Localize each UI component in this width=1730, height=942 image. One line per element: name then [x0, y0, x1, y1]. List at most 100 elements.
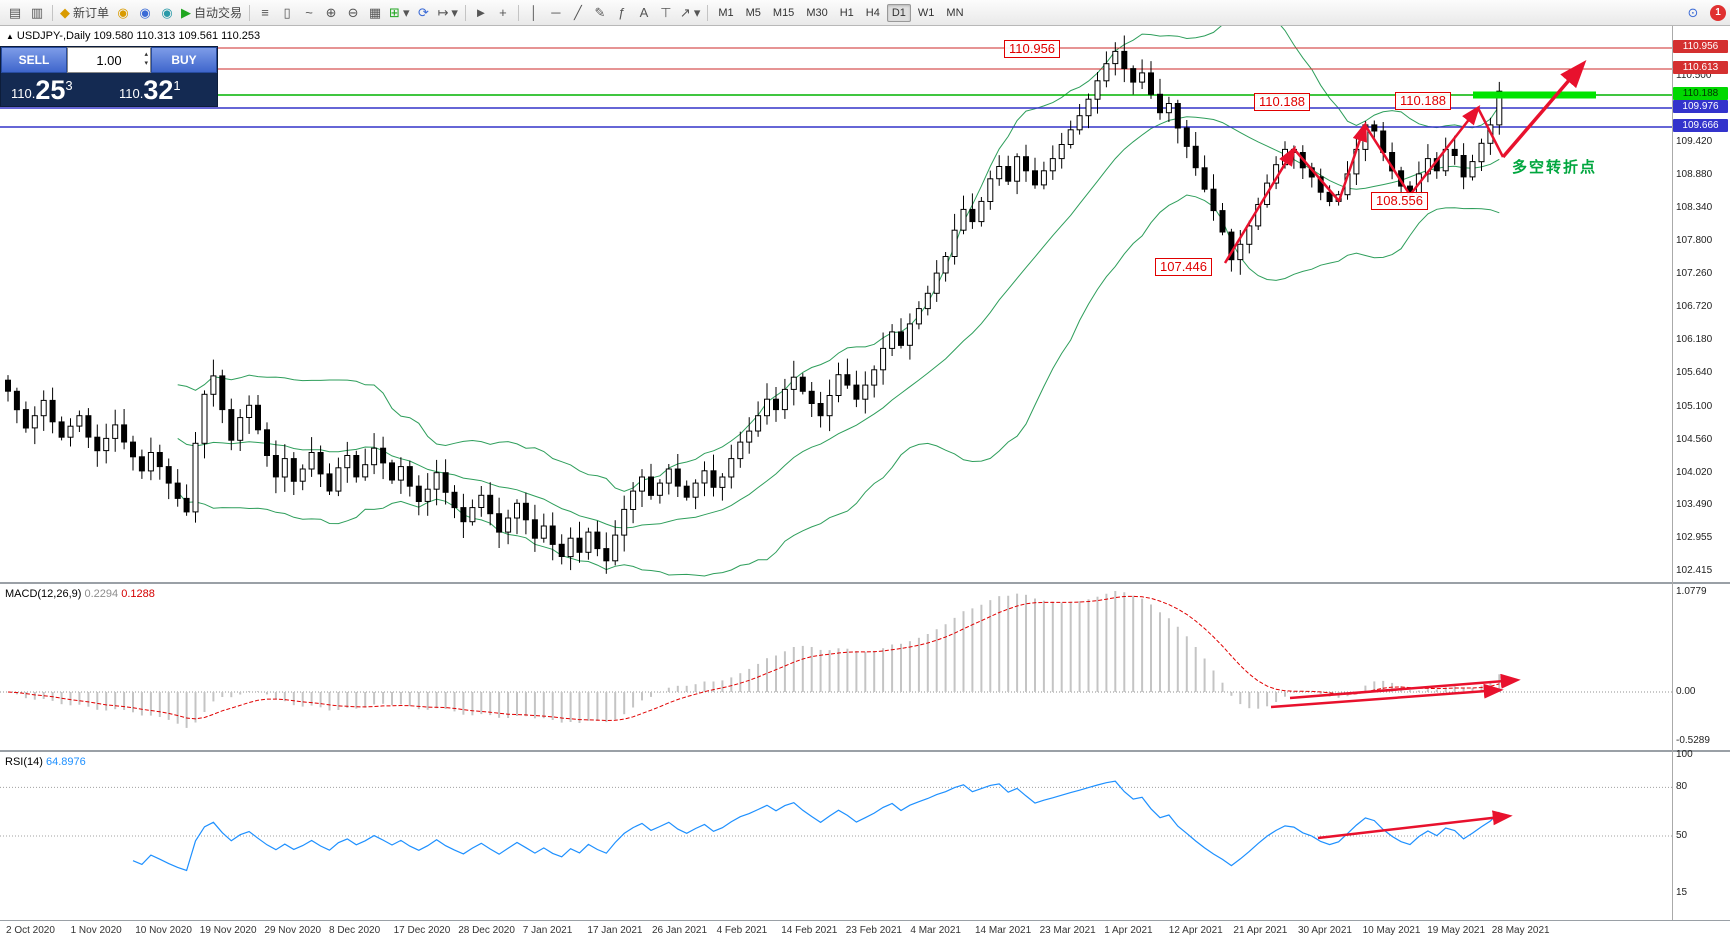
candlestick-chart-icon[interactable]: ▯	[283, 5, 291, 20]
price-axis-label: 106.180	[1676, 334, 1713, 346]
date-axis-label: 1 Apr 2021	[1104, 925, 1153, 936]
macd-signal-value: 0.1288	[121, 588, 155, 600]
date-axis-label: 4 Mar 2021	[910, 925, 961, 936]
volume-down-icon[interactable]: ▾	[144, 60, 148, 68]
date-axis-label: 19 Nov 2020	[199, 925, 257, 936]
timeframe-button-d1[interactable]: D1	[886, 3, 911, 22]
volume-value: 1.00	[96, 52, 122, 68]
date-axis-label: 17 Dec 2020	[393, 925, 451, 936]
date-axis-label: 7 Jan 2021	[522, 925, 573, 936]
crosshair-tool-button[interactable]: +	[499, 5, 507, 20]
horizontal-line-tool-button[interactable]: ─	[551, 5, 561, 20]
rsi-axis-label: 80	[1676, 781, 1688, 793]
chart-shift-button[interactable]: ↦ ▾	[437, 5, 458, 20]
date-axis-label: 2 Oct 2020	[6, 925, 55, 936]
price-level-badge: 109.666	[1673, 118, 1728, 132]
date-axis-label: 28 Dec 2020	[458, 925, 515, 936]
info-icon[interactable]: ◉	[161, 5, 173, 20]
new-order-icon: ◆	[60, 5, 70, 20]
macd-axis-label: -0.5289	[1676, 735, 1710, 747]
line-chart-icon[interactable]: ~	[305, 5, 313, 20]
label-tool-button[interactable]: ⊤	[660, 5, 672, 20]
toolbar-separator	[464, 4, 466, 21]
date-axis-label: 28 May 2021	[1491, 925, 1550, 936]
price-level-badge: 110.956	[1673, 40, 1728, 53]
date-axis-label: 19 May 2021	[1427, 925, 1486, 936]
date-axis-label: 17 Jan 2021	[587, 925, 643, 936]
volume-up-icon[interactable]: ▴	[144, 51, 148, 58]
window-tile-icon[interactable]: ▤	[8, 5, 22, 20]
price-axis-label: 104.560	[1676, 433, 1713, 445]
notification-badge[interactable]: 1	[1710, 4, 1726, 21]
timeframe-button-h1[interactable]: H1	[839, 6, 854, 19]
price-level-badge: 110.188	[1673, 87, 1728, 101]
trendline-tool-button[interactable]: ╱	[573, 5, 582, 20]
date-axis-label: 26 Jan 2021	[652, 925, 708, 936]
new-order-label: 新订单	[73, 6, 110, 20]
macd-panel-chart	[0, 591, 1672, 728]
main-price-chart[interactable]	[0, 26, 1672, 582]
toolbar-separator	[707, 4, 709, 21]
collapse-triangle-icon: ▲	[6, 32, 14, 41]
timeframe-button-mn[interactable]: MN	[946, 6, 964, 19]
price-axis-label: 109.420	[1676, 136, 1713, 148]
toolbar-separator	[52, 4, 53, 21]
price-annotation-box: 110.956	[1004, 40, 1061, 58]
one-click-trading-panel: SELL 1.00 ▴ ▾ BUY 110. 25 3 110. 32 1	[0, 46, 218, 107]
price-axis-label: 105.100	[1676, 400, 1713, 412]
play-icon: ▶	[181, 5, 192, 20]
sell-button[interactable]: SELL	[1, 47, 67, 73]
rsi-axis-label: 50	[1676, 830, 1688, 841]
text-tool-button[interactable]: A	[639, 5, 649, 20]
timeframe-button-w1[interactable]: W1	[917, 6, 935, 19]
vertical-line-tool-button[interactable]: │	[529, 5, 538, 20]
chevron-down-icon: ▾	[402, 5, 410, 20]
bar-chart-icon[interactable]: ≡	[261, 5, 269, 20]
price-axis-label: 108.880	[1676, 169, 1713, 181]
price-annotation-box: 110.188	[1395, 92, 1452, 110]
new-chart-button[interactable]: ⊞ ▾	[389, 5, 410, 20]
price-scale-divider	[1672, 26, 1673, 920]
date-axis-label: 30 Apr 2021	[1298, 925, 1352, 936]
fibonacci-tool-button[interactable]: ƒ	[618, 5, 626, 20]
turning-point-annotation: 多空转折点	[1512, 159, 1598, 176]
rsi-value: 64.8976	[45, 756, 86, 768]
draw-tool-button[interactable]: ✎	[594, 5, 606, 20]
date-axis-label: 14 Mar 2021	[975, 925, 1032, 936]
arrow-tool-button[interactable]: ↗ ▾	[679, 5, 701, 20]
volume-stepper[interactable]: 1.00 ▴ ▾	[67, 47, 151, 73]
timeframe-button-m15[interactable]: M15	[772, 6, 795, 19]
chart-cycle-button[interactable]: ⟳	[418, 5, 429, 20]
tile-windows-button[interactable]: ▦	[368, 5, 382, 20]
zoom-out-button[interactable]: ⊖	[347, 5, 359, 20]
buy-button[interactable]: BUY	[151, 47, 217, 73]
auto-trading-button[interactable]: ▶ 自动交易	[178, 3, 245, 23]
coins-icon[interactable]: ◉	[117, 5, 129, 20]
panel-splitter[interactable]	[0, 750, 1730, 752]
timeframe-button-m30[interactable]: M30	[806, 6, 828, 19]
price-axis-label: 103.490	[1676, 499, 1713, 511]
date-axis-label: 23 Feb 2021	[845, 925, 902, 936]
timeframe-button-h4[interactable]: H4	[865, 6, 880, 19]
sell-price[interactable]: 110. 25 3	[11, 75, 73, 105]
price-axis-label: 105.640	[1676, 367, 1713, 379]
chart-window-icon[interactable]: ▥	[30, 5, 44, 20]
chevron-down-icon: ▾	[451, 5, 458, 20]
price-annotation-box: 110.188	[1254, 93, 1311, 111]
community-icon[interactable]: ◉	[139, 5, 151, 20]
buy-price[interactable]: 110. 32 1	[119, 75, 181, 105]
date-axis-label: 21 Apr 2021	[1233, 925, 1288, 936]
cursor-tool-button[interactable]: ►	[474, 5, 488, 20]
timeframe-button-m5[interactable]: M5	[745, 6, 761, 19]
search-button[interactable]: ⊙	[1682, 3, 1704, 23]
date-axis-label: 4 Feb 2021	[716, 925, 768, 936]
date-axis-label: 29 Nov 2020	[264, 925, 322, 936]
panel-splitter[interactable]	[0, 582, 1730, 584]
timeframe-button-m1[interactable]: M1	[718, 6, 734, 19]
zoom-in-button[interactable]: ⊕	[325, 5, 337, 20]
chevron-down-icon: ▾	[693, 5, 701, 20]
macd-axis-label: 1.0779	[1676, 586, 1707, 598]
date-axis-label: 14 Feb 2021	[781, 925, 838, 936]
new-order-button[interactable]: ◆ 新订单	[57, 3, 112, 23]
